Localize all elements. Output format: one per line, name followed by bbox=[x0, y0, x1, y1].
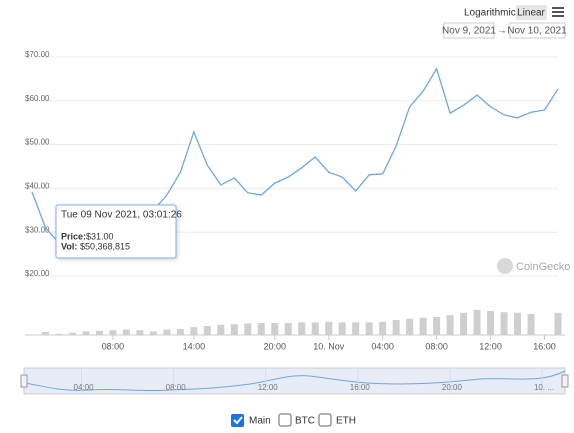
navigator-tick-label: 10. ... bbox=[534, 383, 554, 392]
tooltip-label: Price: bbox=[61, 231, 86, 241]
x-tick-label: 10. Nov bbox=[313, 341, 345, 351]
volume-bar bbox=[473, 309, 481, 335]
volume-bar bbox=[379, 321, 387, 335]
y-tick-label: $50.00 bbox=[25, 138, 50, 147]
volume-bar bbox=[460, 312, 468, 335]
watermark: CoinGecko bbox=[497, 258, 570, 274]
check-mark bbox=[233, 416, 243, 425]
navigator-handle[interactable] bbox=[561, 374, 569, 388]
volume-bar bbox=[500, 312, 508, 335]
tooltip-box bbox=[55, 204, 177, 259]
y-tick-label: $30.00 bbox=[25, 225, 50, 234]
volume-bar bbox=[514, 312, 522, 335]
navigator[interactable] bbox=[23, 367, 566, 395]
y-tick-label: $60.00 bbox=[25, 94, 50, 103]
volume-bar bbox=[68, 332, 76, 335]
volume-bar bbox=[298, 322, 306, 335]
navigator-line bbox=[23, 370, 566, 392]
x-tick-label: 08:00 bbox=[102, 341, 125, 351]
volume-bar bbox=[311, 322, 319, 335]
volume-bar bbox=[487, 311, 495, 335]
volume-bar bbox=[82, 331, 90, 335]
volume-bar bbox=[365, 322, 373, 335]
volume-bar bbox=[149, 331, 157, 335]
y-tick-label: $40.00 bbox=[25, 182, 50, 191]
volume-bar bbox=[190, 327, 198, 335]
linear-button[interactable]: Linear bbox=[517, 8, 545, 19]
volume-bar bbox=[109, 330, 117, 335]
volume-bar bbox=[41, 331, 49, 335]
volume-bar bbox=[28, 334, 36, 335]
volume-bar bbox=[230, 324, 238, 335]
volume-bar bbox=[176, 329, 184, 335]
navigator-handle[interactable] bbox=[20, 374, 28, 388]
navigator-tick-label: 08:00 bbox=[166, 383, 187, 392]
date-arrow: → bbox=[497, 26, 507, 37]
date-to[interactable]: Nov 10, 2021 bbox=[507, 26, 567, 37]
volume-bar bbox=[122, 329, 130, 335]
menu-icon[interactable] bbox=[552, 7, 564, 17]
tooltip-value: $31.00 bbox=[86, 231, 114, 241]
volume-bar bbox=[217, 324, 225, 335]
tooltip-value: $50,368,815 bbox=[80, 241, 130, 251]
volume-bar bbox=[163, 329, 171, 335]
linear-button-bg[interactable] bbox=[516, 5, 547, 20]
navigator-tick-label: 20:00 bbox=[442, 383, 463, 392]
x-tick-label: 20:00 bbox=[264, 341, 287, 351]
log-button[interactable]: Logarithmic bbox=[464, 8, 516, 19]
navigator-tick-label: 12:00 bbox=[258, 383, 279, 392]
volume-bar bbox=[257, 323, 265, 335]
volume-bar bbox=[392, 320, 400, 335]
y-tick-label: $70.00 bbox=[25, 50, 50, 59]
x-tick-label: 04:00 bbox=[371, 341, 394, 351]
volume-bar bbox=[203, 326, 211, 335]
checkbox-checked[interactable] bbox=[231, 414, 244, 427]
volume-bar bbox=[338, 322, 346, 335]
volume-bar bbox=[244, 323, 252, 335]
tooltip-title: Tue 09 Nov 2021, 03:01:26 bbox=[61, 210, 182, 221]
volume-bar bbox=[271, 323, 279, 335]
volume-bar bbox=[419, 317, 427, 335]
x-tick-label: 12:00 bbox=[479, 341, 502, 351]
compare-label[interactable]: Main bbox=[249, 416, 271, 427]
y-tick-label: $20.00 bbox=[25, 269, 50, 278]
checkbox[interactable] bbox=[278, 413, 292, 427]
tooltip: Tue 09 Nov 2021, 03:01:26 Price: $31.00 Vol… bbox=[55, 204, 182, 259]
volume-bar bbox=[95, 330, 103, 335]
volume-bar bbox=[284, 323, 292, 335]
x-tick-label: 16:00 bbox=[533, 341, 556, 351]
date-from[interactable]: Nov 9, 2021 bbox=[442, 26, 496, 37]
checkbox[interactable] bbox=[318, 413, 332, 427]
date-to-box[interactable] bbox=[509, 22, 566, 39]
navigator-tick-label: 04:00 bbox=[74, 383, 95, 392]
volume-bar bbox=[446, 315, 454, 335]
volume-bar bbox=[406, 318, 414, 335]
x-tick-label: 14:00 bbox=[183, 341, 206, 351]
volume-bar bbox=[325, 321, 333, 335]
volume-bar bbox=[527, 314, 535, 335]
x-tick-label: 08:00 bbox=[425, 341, 448, 351]
tooltip-label: Vol: bbox=[61, 241, 77, 251]
compare-label[interactable]: BTC bbox=[295, 416, 315, 427]
plot: $20.00 $30.00 $40.00 $50.00 $60.00 $70.00 08:0… bbox=[25, 50, 565, 351]
volume-bar bbox=[554, 312, 562, 335]
volume-bar bbox=[352, 322, 360, 335]
navigator-tick-label: 16:00 bbox=[350, 383, 371, 392]
watermark-text: CoinGecko bbox=[516, 261, 570, 273]
volume-bar bbox=[55, 333, 63, 335]
compare-label[interactable]: ETH bbox=[336, 416, 356, 427]
volume-bar bbox=[433, 317, 441, 335]
volume-bar bbox=[136, 330, 144, 335]
date-from-box[interactable] bbox=[443, 22, 495, 39]
